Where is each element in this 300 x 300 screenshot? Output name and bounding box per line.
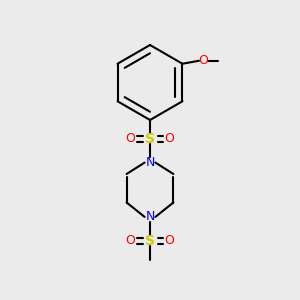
Text: N: N: [145, 156, 155, 169]
Text: O: O: [165, 132, 174, 145]
Text: O: O: [199, 54, 208, 67]
Text: O: O: [126, 234, 135, 247]
Text: S: S: [145, 132, 155, 145]
Text: O: O: [165, 234, 174, 247]
Text: S: S: [145, 234, 155, 248]
Text: N: N: [145, 210, 155, 224]
Text: O: O: [126, 132, 135, 145]
